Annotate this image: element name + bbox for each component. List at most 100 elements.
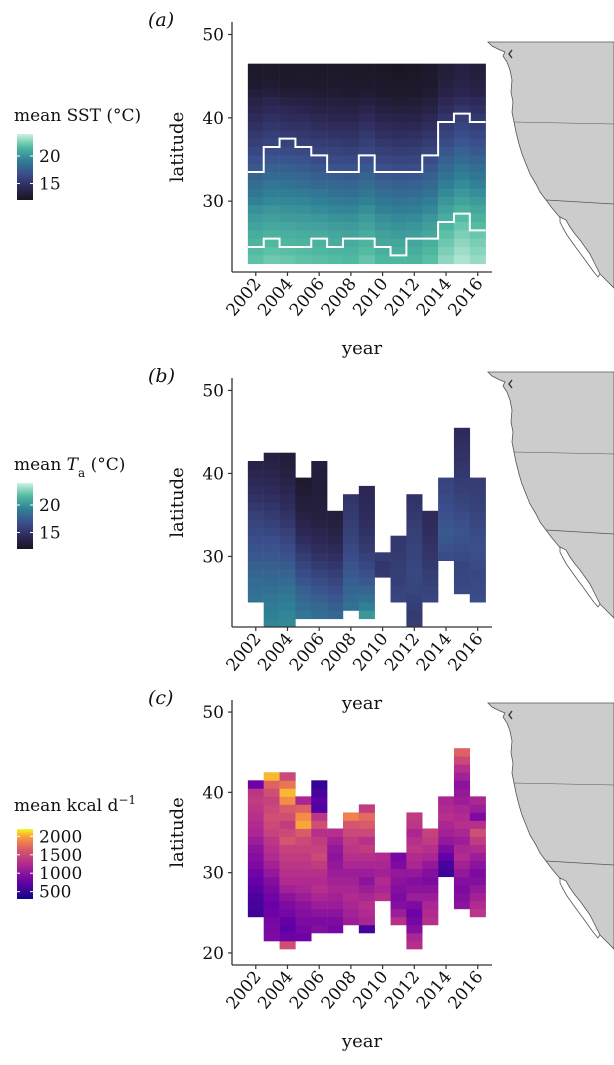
heatmap-cell — [327, 884, 344, 894]
heatmap-cell — [247, 197, 264, 206]
heatmap-cell — [247, 205, 264, 215]
heatmap-cell — [358, 892, 375, 902]
heatmap-cell — [247, 88, 264, 98]
heatmap-cell — [406, 932, 423, 942]
heatmap-cell — [247, 836, 264, 845]
heatmap-cell — [469, 552, 486, 561]
heatmap-cell — [453, 772, 471, 781]
heatmap-cell — [327, 163, 344, 173]
heatmap-cell — [295, 222, 312, 231]
heatmap-cell — [279, 469, 296, 478]
heatmap-cell — [358, 844, 375, 853]
heatmap-cell — [327, 852, 344, 862]
heatmap-cell — [327, 113, 344, 123]
heatmap-cell — [311, 155, 328, 165]
heatmap-cell — [263, 844, 280, 853]
heatmap-cell — [279, 222, 296, 231]
heatmap-cell — [374, 88, 391, 98]
heatmap-cell — [279, 585, 296, 595]
heatmap-cell — [311, 469, 328, 478]
heatmap-cell — [279, 828, 296, 837]
heatmap-cell — [453, 510, 471, 520]
heatmap-cell — [358, 577, 375, 586]
heatmap-cell — [279, 163, 296, 173]
heatmap-cell — [406, 80, 423, 90]
heatmap-cell — [422, 908, 439, 918]
heatmap-cell — [342, 560, 360, 570]
heatmap-cell — [311, 80, 328, 90]
heatmap-cells — [247, 63, 486, 265]
x-tick-label: 2012 — [381, 629, 424, 675]
heatmap-cell — [247, 247, 264, 256]
heatmap-cell — [279, 560, 296, 570]
heatmap-cell — [327, 916, 344, 926]
heatmap-cell — [311, 900, 328, 910]
heatmap-cell — [453, 577, 471, 586]
heatmap-cell — [295, 568, 312, 578]
heatmap-cell — [358, 97, 375, 106]
heatmap-cell — [406, 494, 423, 503]
heatmap-cell — [406, 820, 423, 829]
heatmap-cell — [438, 205, 455, 215]
heatmap-cell — [295, 916, 312, 926]
heatmap-cell — [406, 138, 423, 148]
heatmap-cell — [453, 444, 471, 454]
heatmap-cell — [469, 568, 486, 578]
heatmap-cell — [279, 552, 296, 561]
heatmap-cell — [295, 908, 312, 918]
heatmap-cell — [390, 908, 407, 918]
heatmap-cell — [453, 138, 471, 148]
heatmap-cell — [453, 527, 471, 537]
heatmap-cell — [422, 72, 439, 81]
heatmap-cell — [469, 205, 486, 215]
heatmap-cell — [469, 828, 486, 837]
heatmap-cell — [406, 105, 423, 115]
heatmap-cell — [279, 230, 296, 240]
heatmap-cell — [422, 860, 439, 870]
heatmap-cell — [438, 502, 455, 512]
heatmap-cell — [311, 535, 328, 545]
heatmap-cell — [438, 122, 455, 131]
heatmap-cell — [438, 477, 455, 487]
heatmap-cell — [374, 122, 391, 131]
heatmap-cell — [279, 461, 296, 470]
colorbar — [17, 829, 33, 899]
heatmap-cell — [311, 63, 328, 73]
y-tick-label: 40 — [202, 464, 224, 484]
heatmap-cell — [342, 138, 360, 148]
heatmap-cell — [358, 860, 375, 870]
heatmap-cell — [247, 63, 264, 73]
heatmap-cell — [453, 780, 471, 789]
heatmap-cell — [406, 908, 423, 918]
heatmap-cell — [406, 836, 423, 845]
heatmap-cell — [406, 97, 423, 106]
heatmap-cell — [247, 568, 264, 578]
heatmap-cell — [342, 97, 360, 106]
heatmap-cell — [295, 892, 312, 902]
heatmap-cell — [390, 238, 407, 248]
heatmap-cell — [453, 820, 471, 829]
heatmap-cell — [453, 884, 471, 894]
heatmap-cell — [311, 519, 328, 528]
heatmap-cell — [263, 147, 280, 156]
heatmap-cell — [438, 796, 455, 805]
heatmap-cell — [374, 213, 391, 223]
heatmap-cell — [469, 804, 486, 813]
heatmap-cell — [453, 568, 471, 578]
heatmap-cell — [263, 610, 280, 620]
heatmap-cell — [374, 155, 391, 165]
heatmap-cell — [469, 519, 486, 528]
heatmap-cell — [327, 222, 344, 231]
heatmap-cell — [358, 72, 375, 81]
heatmap-cell — [422, 230, 439, 240]
heatmap-cell — [295, 122, 312, 131]
heatmap-cell — [358, 828, 375, 837]
heatmap-cell — [358, 510, 375, 520]
heatmap-cell — [263, 780, 280, 789]
heatmap-cell — [311, 828, 328, 837]
heatmap-cell — [438, 247, 455, 256]
heatmap-cell — [374, 130, 391, 140]
